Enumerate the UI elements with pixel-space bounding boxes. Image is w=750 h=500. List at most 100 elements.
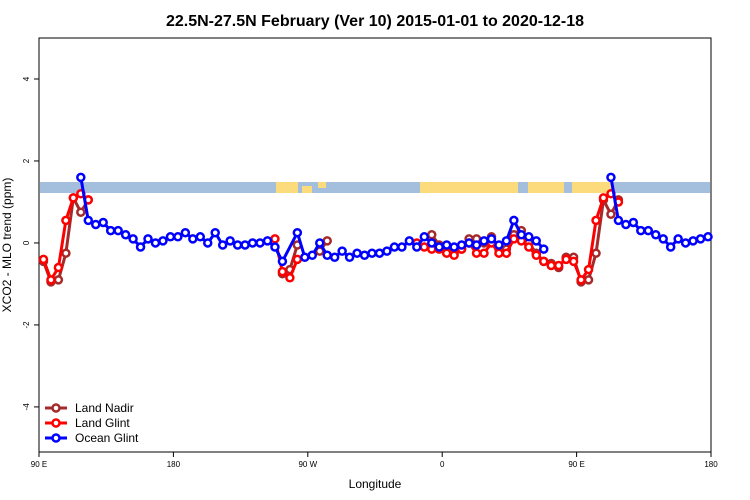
point (419, 242, 430, 252)
y-tick-label: 0 (22, 240, 31, 245)
point (180, 227, 191, 238)
point (292, 254, 303, 265)
point (404, 236, 415, 246)
point (606, 209, 616, 220)
x-tick-label: 0 (440, 460, 445, 469)
point (389, 242, 400, 252)
point (128, 234, 138, 244)
point (300, 252, 310, 263)
point (703, 232, 713, 242)
point (524, 242, 534, 252)
point (225, 236, 235, 246)
point (449, 242, 459, 252)
point (83, 215, 94, 226)
point (277, 266, 288, 277)
point (270, 242, 280, 252)
point (337, 246, 347, 256)
point (576, 275, 586, 285)
point (143, 234, 153, 244)
legend-swatch-point (51, 418, 61, 428)
point (359, 250, 370, 260)
point (509, 215, 519, 226)
plot-frame (38, 37, 712, 453)
point (322, 250, 332, 260)
point (471, 248, 482, 258)
point (680, 238, 691, 248)
point (135, 242, 146, 252)
point (53, 262, 64, 273)
point (636, 225, 646, 236)
x-tick-label: 90 E (568, 460, 584, 469)
point (53, 275, 64, 285)
x-axis-label: Longitude (349, 477, 402, 491)
point (591, 248, 601, 258)
point (479, 248, 489, 258)
point (367, 248, 377, 258)
point (501, 248, 512, 258)
y-axis-label: XCO2 - MLO trend (ppm) (0, 178, 14, 313)
point (158, 236, 168, 246)
point (524, 232, 534, 242)
point (277, 256, 288, 267)
point (494, 240, 504, 250)
point (509, 234, 519, 244)
point (531, 250, 542, 260)
point (621, 219, 631, 230)
point (598, 193, 609, 203)
point (441, 248, 452, 258)
point (538, 244, 549, 254)
point (456, 240, 467, 250)
point (46, 275, 56, 285)
point (38, 254, 49, 265)
point (568, 256, 579, 267)
point (344, 252, 355, 263)
point (419, 232, 430, 242)
point (449, 250, 459, 260)
y-tick-label: 2 (22, 158, 31, 163)
point (314, 238, 325, 248)
point (202, 238, 213, 248)
x-tick-label: 180 (704, 460, 718, 469)
point (76, 172, 86, 183)
point (195, 232, 206, 242)
x-tick-label: 90 W (298, 460, 317, 469)
point (247, 238, 258, 248)
point (105, 225, 116, 236)
point (113, 225, 123, 236)
point (217, 240, 228, 250)
legend-label: Land Glint (75, 416, 130, 430)
point (434, 242, 444, 252)
point (665, 242, 676, 252)
point (61, 215, 71, 226)
point (583, 275, 594, 285)
point (426, 230, 437, 240)
point (352, 248, 362, 258)
point (628, 217, 639, 228)
point (262, 236, 273, 246)
point (397, 242, 407, 252)
point (606, 172, 616, 183)
point (307, 250, 318, 260)
point (591, 215, 601, 226)
point (464, 238, 474, 248)
point (285, 273, 295, 283)
point (486, 234, 497, 244)
legend-label: Land Nadir (75, 401, 134, 415)
y-tick-label: -4 (22, 403, 31, 411)
point (583, 264, 594, 275)
y-tick-label: -2 (22, 321, 31, 329)
point (90, 219, 101, 230)
point (695, 234, 706, 244)
point (561, 254, 571, 265)
point (531, 236, 542, 246)
point (650, 230, 661, 240)
x-tick-label: 180 (167, 460, 181, 469)
point (538, 256, 549, 267)
point (322, 236, 332, 246)
point (120, 230, 131, 240)
point (165, 232, 176, 242)
point (76, 207, 86, 217)
point (240, 240, 250, 250)
point (210, 227, 220, 238)
